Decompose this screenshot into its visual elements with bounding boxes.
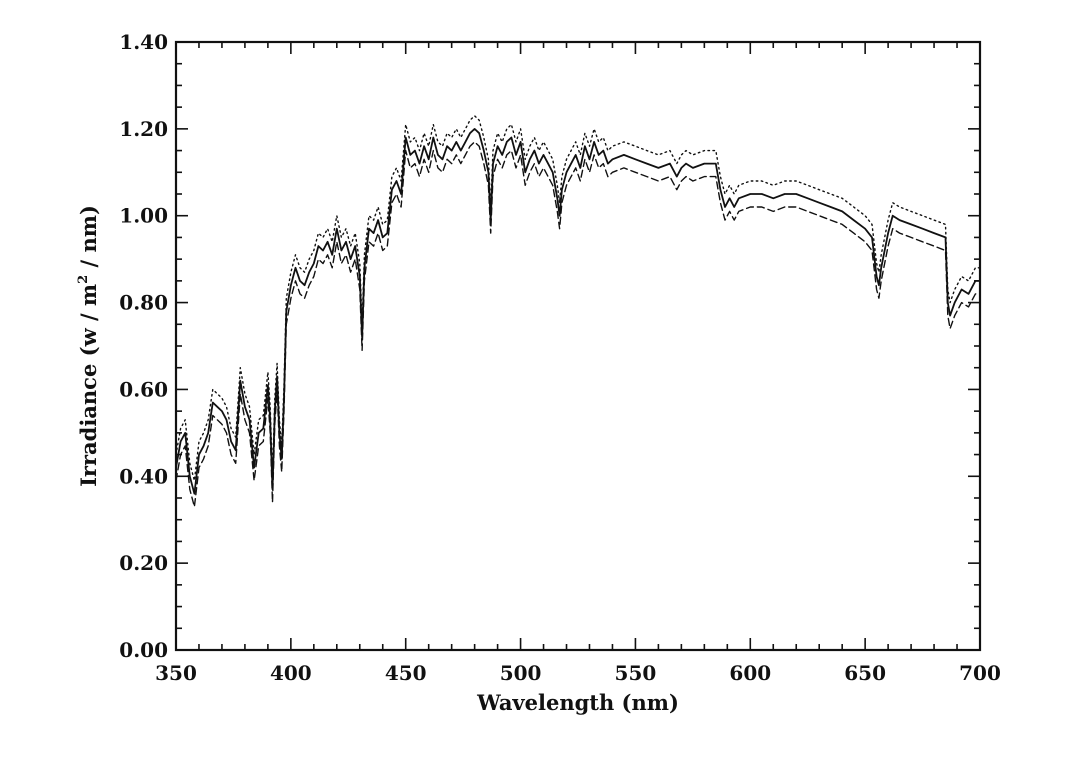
y-tick-label: 0.00 (119, 638, 168, 662)
plot-frame (174, 40, 982, 652)
y-axis-title-part: Irradiance (w / m (76, 284, 101, 487)
x-tick-label: 700 (959, 661, 1001, 685)
y-axis-title-part: / nm) (76, 205, 101, 275)
x-tick-label: 550 (615, 661, 657, 685)
y-tick-label: 1.40 (119, 30, 168, 54)
x-tick-label: 600 (729, 661, 771, 685)
series-line-solid (175, 128, 981, 495)
series-line-dashed (175, 141, 981, 508)
y-axis-title-superscript: 2 (76, 275, 91, 284)
x-tick-label: 450 (385, 661, 427, 685)
x-tick-label: 400 (270, 661, 312, 685)
plot-lines (175, 115, 981, 508)
x-tick-label: 350 (155, 661, 197, 685)
y-tick-label: 0.60 (119, 377, 168, 401)
tick-labels: 350 400 450 500 550 600 650 700 0.00 0.20 0.40 0.60… (119, 30, 1001, 685)
y-axis-title: Irradiance (w / m2 / nm) (76, 205, 101, 487)
y-tick-label: 0.40 (119, 464, 168, 488)
y-tick-label: 1.00 (119, 204, 168, 228)
y-tick-label: 0.80 (119, 291, 168, 315)
y-tick-label: 0.20 (119, 551, 168, 575)
series-line-dotted (175, 115, 981, 482)
x-tick-label: 500 (500, 661, 542, 685)
x-axis-title: Wavelength (nm) (476, 690, 679, 715)
y-tick-label: 1.20 (119, 117, 168, 141)
axis-ticks (175, 41, 981, 651)
x-tick-label: 650 (844, 661, 886, 685)
